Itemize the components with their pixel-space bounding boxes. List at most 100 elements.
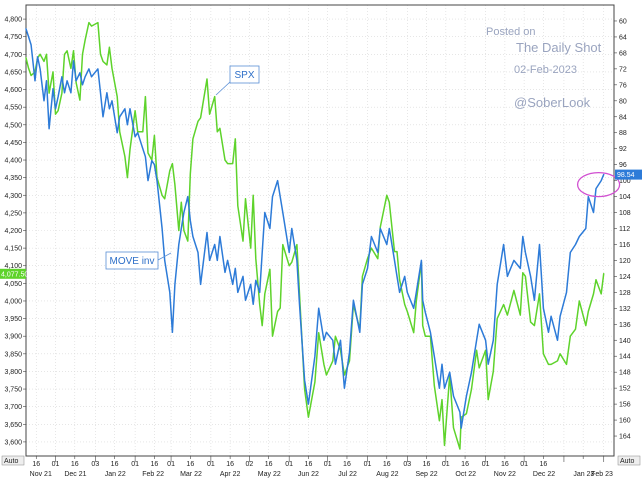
series-lines bbox=[25, 21, 605, 450]
left-tick-label: 4,100 bbox=[4, 263, 22, 270]
left-tick-label: 3,750 bbox=[4, 387, 22, 394]
watermark-date: 02-Feb-2023 bbox=[514, 64, 577, 76]
x-tick-label: 01 bbox=[131, 461, 139, 468]
x-tick-label: 01 bbox=[167, 461, 175, 468]
right-auto-label: Auto bbox=[620, 458, 635, 465]
grid bbox=[26, 5, 614, 456]
left-tick-label: 4,200 bbox=[4, 228, 22, 235]
last-value-tags: 4,077.50 98.54 bbox=[0, 169, 642, 279]
left-auto-label: Auto bbox=[4, 458, 19, 465]
right-tick-label: 116 bbox=[619, 242, 630, 249]
left-tick-label: 4,000 bbox=[4, 298, 22, 305]
left-tick-label: 4,700 bbox=[4, 52, 22, 59]
callouts: SPX MOVE inv bbox=[105, 65, 621, 270]
left-tick-label: 4,500 bbox=[4, 122, 22, 129]
x-tick-label: 02 bbox=[245, 461, 253, 468]
left-tick-label: 3,600 bbox=[4, 439, 22, 446]
right-tick-label: 128 bbox=[619, 290, 631, 297]
left-tick-label: 4,400 bbox=[4, 158, 22, 165]
x-month-label: May 22 bbox=[258, 471, 281, 478]
x-month-label: Apr 22 bbox=[220, 471, 241, 478]
right-tick-label: 92 bbox=[619, 146, 627, 153]
x-tick-label: 01 bbox=[364, 461, 372, 468]
move-callout-box bbox=[105, 251, 159, 270]
x-month-label: Dec 21 bbox=[64, 471, 86, 478]
x-tick-label: 16 bbox=[32, 461, 40, 468]
x-axis: 16 01 16 03 16 01 16 01 16 01 16 02 16 01 16 01 16 01 16 03… bbox=[30, 456, 613, 478]
move-callout-leader bbox=[157, 252, 172, 261]
spx-line bbox=[25, 21, 605, 450]
left-tick-label: 4,050 bbox=[4, 281, 22, 288]
x-tick-label: 16 bbox=[71, 461, 79, 468]
left-auto-box[interactable] bbox=[1, 455, 25, 466]
left-tick-label: 4,650 bbox=[4, 69, 22, 76]
right-tick-label: 72 bbox=[619, 66, 627, 73]
left-tick-label: 3,650 bbox=[4, 422, 22, 429]
watermark: Posted on The Daily Shot 02-Feb-2023 @So… bbox=[486, 26, 602, 110]
right-tick-label: 152 bbox=[619, 386, 631, 393]
left-tick-label: 4,450 bbox=[4, 140, 22, 147]
left-tick-label: 3,700 bbox=[4, 404, 22, 411]
right-tick-label: 104 bbox=[619, 194, 631, 201]
spx-callout-leader bbox=[215, 81, 231, 96]
right-tick-label: 156 bbox=[619, 402, 631, 409]
right-auto-box[interactable] bbox=[617, 455, 641, 466]
watermark-handle: @SoberLook bbox=[514, 95, 591, 110]
left-tick-label: 3,850 bbox=[4, 351, 22, 358]
x-tick-label: 01 bbox=[324, 461, 332, 468]
corner-labels: Auto Auto bbox=[1, 455, 641, 466]
x-tick-label: 01 bbox=[482, 461, 490, 468]
x-tick-label: 01 bbox=[207, 461, 215, 468]
x-month-label: Oct 22 bbox=[455, 471, 476, 478]
left-axis: 4,800 4,750 4,700 4,650 4,600 4,550 4,500 4,450… bbox=[4, 17, 26, 446]
right-tick-label: 76 bbox=[619, 82, 627, 89]
x-month-label: Nov 22 bbox=[494, 471, 516, 478]
x-month-label: Jan 22 bbox=[105, 471, 126, 478]
x-month-label: Nov 21 bbox=[30, 471, 52, 478]
x-month-label: Aug 22 bbox=[376, 471, 398, 478]
left-tick-label: 4,550 bbox=[4, 105, 22, 112]
x-tick-label: 01 bbox=[520, 461, 528, 468]
right-tick-label: 60 bbox=[619, 18, 627, 25]
x-month-label: Jun 22 bbox=[298, 471, 319, 478]
x-month-label: Sep 22 bbox=[415, 471, 437, 478]
x-tick-label: 16 bbox=[305, 461, 313, 468]
x-month-label: Feb 23 bbox=[591, 471, 613, 478]
x-tick-label: 16 bbox=[150, 461, 158, 468]
x-tick-label: 01 bbox=[285, 461, 293, 468]
left-tick-label: 3,900 bbox=[4, 334, 22, 341]
watermark-posted-on: Posted on bbox=[486, 26, 536, 38]
x-month-label: Dec 22 bbox=[533, 471, 555, 478]
move-last-value: 98.54 bbox=[617, 172, 635, 179]
right-tick-label: 132 bbox=[619, 306, 631, 313]
right-tick-label: 136 bbox=[619, 322, 631, 329]
x-month-label: Jul 22 bbox=[338, 471, 357, 478]
left-tick-label: 4,750 bbox=[4, 34, 22, 41]
x-month-label: Mar 22 bbox=[180, 471, 202, 478]
left-tick-label: 4,800 bbox=[4, 17, 22, 24]
right-tick-label: 84 bbox=[619, 114, 627, 121]
x-month-label: Feb 22 bbox=[142, 471, 164, 478]
watermark-source: The Daily Shot bbox=[516, 40, 602, 55]
left-tick-label: 4,350 bbox=[4, 175, 22, 182]
right-tick-label: 124 bbox=[619, 274, 631, 281]
x-tick-label: 16 bbox=[186, 461, 194, 468]
x-tick-label: 03 bbox=[91, 461, 99, 468]
right-tick-label: 64 bbox=[619, 34, 627, 41]
x-tick-label: 16 bbox=[226, 461, 234, 468]
left-tick-label: 3,800 bbox=[4, 369, 22, 376]
x-tick-label: 16 bbox=[343, 461, 351, 468]
x-tick-label: 01 bbox=[442, 461, 450, 468]
x-tick-label: 01 bbox=[52, 461, 60, 468]
move-last-value-tag bbox=[615, 169, 642, 180]
right-tick-label: 108 bbox=[619, 210, 631, 217]
x-tick-label: 16 bbox=[265, 461, 273, 468]
right-tick-label: 140 bbox=[619, 338, 631, 345]
right-tick-label: 164 bbox=[619, 434, 631, 441]
x-tick-label: 16 bbox=[539, 461, 547, 468]
right-tick-label: 100 bbox=[619, 178, 631, 185]
highlight-ellipse bbox=[576, 171, 621, 198]
